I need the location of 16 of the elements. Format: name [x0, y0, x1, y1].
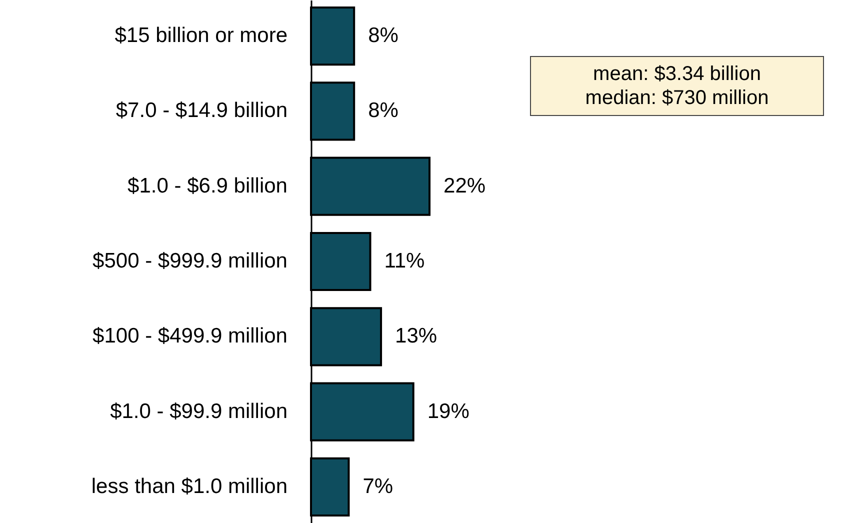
- data-label: 8%: [368, 99, 398, 122]
- data-label: 7%: [362, 474, 394, 498]
- y-tick-label: $1.0 - $6.9 billion: [128, 174, 288, 198]
- text: mean: $3.34 billion: [592, 62, 762, 86]
- y-tick-label: less than $1.0 million: [91, 474, 288, 498]
- y-tick-label: $15 billion or more: [114, 24, 288, 48]
- data-label: 11%: [384, 250, 425, 272]
- y-tick-label: $100 - $499.9 million: [92, 324, 288, 348]
- y-tick-label: $1.0 - $99.9 million: [110, 400, 288, 423]
- text: median: $730 million: [584, 86, 770, 110]
- data-label: 19%: [427, 400, 470, 423]
- data-label: 22%: [444, 174, 486, 198]
- data-label: 13%: [395, 324, 438, 348]
- y-tick-label: $7.0 - $14.9 billion: [116, 99, 288, 122]
- y-tick-label: $500 - $999.9 million: [92, 250, 288, 272]
- data-label: 8%: [368, 24, 398, 48]
